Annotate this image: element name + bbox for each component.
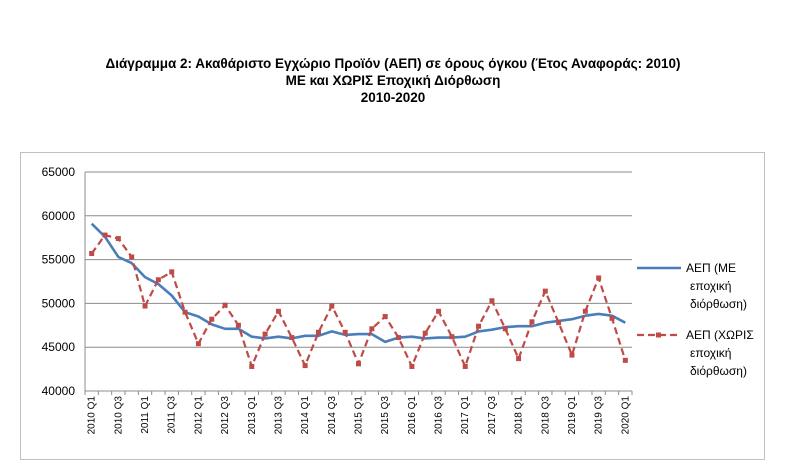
series-point	[115, 236, 121, 242]
chart-title: Διάγραμμα 2: Ακαθάριστο Εγχώριο Προϊόν (…	[0, 55, 786, 106]
x-tick-label: 2011 Q1	[140, 396, 151, 434]
series-point	[556, 320, 562, 326]
x-tick-label: 2012 Q1	[193, 396, 204, 435]
series-point	[409, 363, 415, 369]
y-tick-label: 55000	[42, 253, 76, 267]
series-point	[142, 303, 148, 309]
series-point	[529, 319, 535, 325]
series-point	[462, 363, 468, 369]
chart-title-line-1: Διάγραμμα 2: Ακαθάριστο Εγχώριο Προϊόν (…	[105, 56, 681, 71]
x-tick-label: 2013 Q3	[273, 396, 284, 435]
series-point	[422, 330, 428, 336]
x-tick-label: 2018 Q1	[514, 396, 525, 435]
series-point	[382, 314, 388, 320]
y-tick-label: 45000	[42, 340, 76, 354]
x-tick-label: 2017 Q3	[487, 396, 498, 435]
series-point	[195, 341, 201, 347]
series-point	[582, 308, 588, 314]
series-point	[249, 363, 255, 369]
y-tick-label: 65000	[42, 165, 76, 179]
series-point	[342, 329, 348, 335]
series-point	[476, 323, 482, 329]
legend-label: ΑΕΠ (ΧΩΡΙΣ	[686, 328, 754, 342]
x-tick-label: 2012 Q3	[220, 396, 231, 435]
x-tick-label: 2010 Q1	[87, 396, 98, 435]
series-point	[169, 269, 175, 275]
y-tick-label: 40000	[42, 384, 76, 398]
series-point	[155, 277, 161, 283]
chart-title-line-3: 2010-2020	[360, 90, 426, 105]
x-tick-label: 2019 Q1	[567, 396, 578, 435]
series-point	[622, 357, 628, 363]
series-point	[262, 331, 268, 337]
legend-label: διόρθωση)	[690, 297, 747, 311]
x-tick-label: 2014 Q1	[300, 396, 311, 435]
series-point	[569, 352, 575, 358]
series-line-1	[90, 222, 626, 344]
series-point	[356, 361, 361, 367]
y-tick-label: 60000	[42, 209, 76, 223]
series-point	[596, 275, 602, 281]
x-tick-label: 2016 Q3	[434, 396, 445, 435]
series-point	[329, 303, 335, 309]
series-point	[182, 309, 188, 315]
series	[89, 222, 628, 369]
series-point	[209, 316, 215, 322]
x-tick-label: 2014 Q3	[327, 396, 338, 435]
chart-title-line-2: ΜΕ και ΧΩΡΙΣ Εποχική Διόρθωση	[285, 73, 501, 88]
legend-label: διόρθωση)	[690, 364, 747, 378]
series-point	[516, 356, 522, 362]
legend-marker	[656, 332, 661, 338]
series-point	[369, 326, 375, 332]
legend-label: εποχική	[690, 279, 731, 293]
series-point	[222, 302, 228, 308]
x-tick-label: 2017 Q1	[460, 396, 471, 435]
x-tick-label: 2020 Q1	[620, 396, 631, 435]
x-tick-label: 2016 Q1	[407, 396, 418, 435]
x-tick-label: 2013 Q1	[247, 396, 258, 435]
series-point	[89, 250, 95, 256]
series-point	[289, 335, 295, 341]
legend: ΑΕΠ (ΜΕ εποχική διόρθωση) ΑΕΠ (ΧΩΡΙΣ εποχική…	[637, 261, 754, 378]
series-point	[102, 232, 108, 238]
series-point	[609, 315, 615, 321]
series-point	[436, 308, 442, 314]
series-point	[315, 329, 321, 335]
x-tick-label: 2019 Q3	[594, 396, 605, 435]
x-tick-label: 2015 Q1	[354, 396, 365, 435]
y-tick-label: 50000	[42, 296, 76, 310]
series-point	[542, 288, 548, 294]
x-tick-label: 2011 Q3	[167, 396, 178, 434]
series-point	[449, 334, 455, 340]
series-point	[489, 298, 495, 304]
series-point	[302, 363, 308, 369]
series-point	[502, 326, 508, 332]
axes: 40000 45000 50000 55000 60000 65000 2010 Q1 201…	[42, 165, 633, 435]
legend-label: ΑΕΠ (ΜΕ	[686, 261, 736, 275]
series-point	[129, 254, 135, 260]
series-point	[235, 322, 241, 328]
x-tick-label: 2018 Q3	[540, 396, 551, 435]
legend-label: εποχική	[690, 346, 731, 360]
series-point	[396, 335, 402, 341]
series-point	[275, 308, 281, 314]
x-tick-label: 2010 Q3	[113, 396, 124, 435]
x-tick-label: 2015 Q3	[380, 396, 391, 435]
